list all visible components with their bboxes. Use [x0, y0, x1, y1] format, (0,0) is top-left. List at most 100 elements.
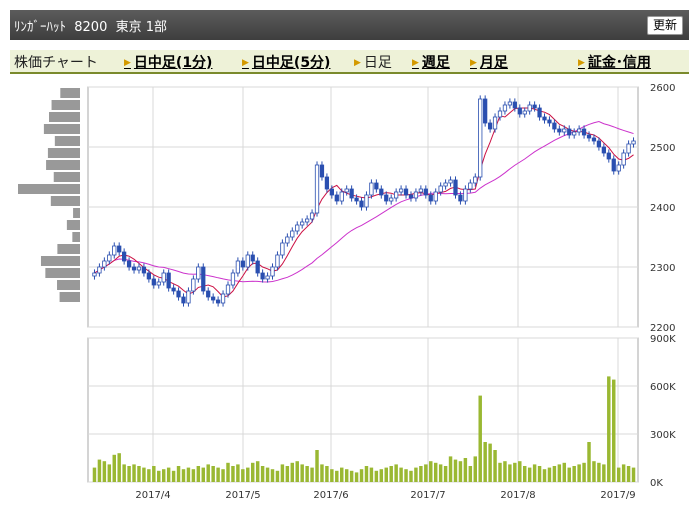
candle-body	[215, 299, 221, 304]
candle-body	[112, 245, 117, 256]
candle-body	[374, 182, 379, 190]
volume-bar	[483, 442, 487, 482]
volume-bar	[181, 469, 186, 482]
candle-body	[225, 284, 231, 295]
volume-bar	[117, 453, 121, 482]
candle-body	[557, 128, 562, 133]
volume-bar	[557, 464, 562, 482]
volume-bar	[191, 469, 196, 482]
candle-body	[122, 251, 127, 262]
volume-bar	[493, 450, 497, 482]
volume-bar	[468, 466, 473, 482]
volume-bar	[518, 461, 522, 482]
candle-body	[552, 122, 557, 130]
volume-bar	[310, 467, 314, 482]
volume-bar	[547, 467, 552, 482]
volume-bar	[429, 461, 433, 482]
volume-bar	[424, 464, 428, 482]
candle-body	[304, 218, 310, 223]
volume-bar	[176, 466, 181, 482]
x-tick-label: 2017/7	[410, 490, 445, 501]
tab-intraday-5min[interactable]: ▶ 日中足(5分)	[242, 52, 330, 72]
volume-bar	[409, 470, 413, 482]
candle-body	[438, 185, 443, 193]
price-tick-label: 2500	[650, 143, 675, 154]
candle-body	[408, 194, 414, 199]
volume-bar	[354, 472, 359, 482]
volume-bar	[132, 464, 136, 482]
tab-weekly[interactable]: ▶ 週足	[412, 52, 450, 72]
x-tick-label: 2017/5	[225, 490, 260, 501]
ma-short-line	[94, 107, 634, 298]
tab-margin-credit[interactable]: ▶ 証金･信用	[578, 52, 651, 72]
volume-bar	[508, 464, 512, 482]
candle-body	[319, 164, 325, 178]
candle-body	[201, 266, 206, 292]
volume-bar	[473, 456, 478, 482]
volume-bar	[330, 469, 334, 482]
volume-bar	[552, 466, 557, 482]
volume-bar	[572, 466, 576, 482]
tab-intraday-1min[interactable]: ▶ 日中足(1分)	[124, 52, 212, 72]
volume-bar	[621, 464, 626, 482]
candle-body	[507, 101, 513, 106]
candle-body	[611, 158, 616, 172]
volume-bar	[612, 379, 616, 482]
stock-title: ﾘﾝｶﾞｰﾊｯﾄ 8200 東京 1部	[14, 20, 168, 35]
candle-body	[384, 194, 389, 202]
candle-body	[141, 266, 147, 274]
candle-body	[126, 260, 132, 268]
candle-body	[448, 179, 453, 184]
volume-bar	[399, 467, 403, 482]
candle-body	[428, 194, 433, 202]
candle-body	[621, 152, 626, 166]
price-tick-label: 2300	[650, 263, 675, 274]
candle-body	[492, 116, 498, 130]
tab-label: 証金･信用	[587, 55, 651, 71]
arrow-icon: ▶	[412, 58, 419, 68]
volume-bar	[631, 467, 636, 482]
volume-bar	[280, 464, 285, 482]
volume-bar	[340, 467, 344, 482]
candle-body	[255, 260, 260, 274]
volume-bar	[285, 466, 290, 482]
candle-body	[314, 164, 320, 214]
volume-bar	[255, 461, 260, 482]
candle-body	[483, 98, 488, 124]
volume-bar	[161, 469, 166, 482]
volume-tick-label: 300K	[650, 430, 676, 441]
volume-profile-bar	[40, 256, 80, 266]
candle-body	[478, 98, 483, 178]
candle-body	[537, 107, 542, 118]
volume-bar	[607, 376, 611, 482]
candle-body	[359, 200, 364, 208]
arrow-icon: ▶	[354, 58, 361, 68]
candle-body	[349, 188, 354, 199]
candle-body	[300, 221, 305, 226]
volume-bar	[92, 467, 97, 482]
candle-body	[285, 236, 290, 244]
candle-body	[250, 254, 255, 262]
tab-label: 日足	[363, 55, 392, 71]
price-tick-label: 2600	[650, 83, 675, 94]
candle-body	[206, 290, 211, 298]
candle-body	[497, 110, 503, 118]
candle-body	[394, 191, 399, 199]
volume-bar	[221, 469, 225, 482]
candle-body	[354, 197, 359, 202]
x-tick-label: 2017/4	[135, 490, 170, 501]
candle-body	[596, 140, 602, 148]
candle-body	[487, 122, 493, 130]
volume-bar	[537, 466, 542, 482]
volume-bar	[478, 395, 482, 482]
volume-bar	[236, 464, 240, 482]
volume-bar	[344, 469, 349, 482]
volume-bar	[97, 459, 102, 482]
volume-bar	[186, 467, 191, 482]
refresh-button[interactable]: 更新	[646, 16, 683, 35]
volume-bar	[216, 467, 220, 482]
candle-body	[591, 137, 597, 142]
tab-monthly[interactable]: ▶ 月足	[470, 52, 508, 72]
candle-body	[146, 272, 152, 280]
candle-body	[547, 119, 552, 124]
